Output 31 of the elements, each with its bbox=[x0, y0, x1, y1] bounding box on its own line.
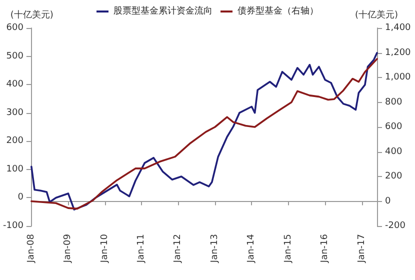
y-tick-label: 100 bbox=[6, 164, 24, 174]
x-tick-label: Jan-16 bbox=[320, 234, 330, 264]
x-tick-label: Jan-13 bbox=[210, 234, 220, 264]
y-tick-label: -100 bbox=[2, 221, 24, 231]
y-tick-label: 500 bbox=[6, 51, 24, 62]
y2-tick-label: 1,000 bbox=[385, 72, 412, 82]
x-tick-label: Jan-08 bbox=[26, 234, 36, 264]
y2-tick-label: 200 bbox=[385, 172, 402, 182]
x-tick-label: Jan-11 bbox=[136, 234, 147, 264]
y2-tick-label: -200 bbox=[385, 221, 406, 231]
x-tick-label: Jan-17 bbox=[356, 234, 367, 264]
x-tick-label: Jan-15 bbox=[283, 234, 294, 264]
y-tick-label: 0 bbox=[18, 192, 24, 203]
y-tick-label: 600 bbox=[6, 23, 24, 33]
x-tick-label: Jan-12 bbox=[173, 234, 184, 264]
x-tick-label: Jan-10 bbox=[100, 234, 110, 264]
y2-tick-label: 600 bbox=[385, 122, 402, 132]
x-tick-label: Jan-09 bbox=[63, 234, 74, 264]
y2-tick-label: 800 bbox=[385, 97, 402, 108]
y-tick-label: 400 bbox=[6, 80, 24, 90]
x-tick-label: Jan-14 bbox=[246, 234, 257, 264]
y2-tick-label: 1,200 bbox=[385, 48, 412, 58]
y-axis-title: (十亿美元) bbox=[10, 10, 54, 20]
y2-tick-label: 0 bbox=[385, 196, 391, 206]
legend-label: 股票型基金累计资金流向 bbox=[114, 6, 212, 16]
y-tick-label: 300 bbox=[6, 108, 24, 118]
y2-axis-title: (十亿美元) bbox=[355, 10, 398, 20]
y2-tick-label: 400 bbox=[385, 146, 402, 157]
y-tick-label: 200 bbox=[6, 136, 24, 146]
y2-tick-label: 1,400 bbox=[385, 23, 412, 33]
legend-label: 债券型基金（右轴） bbox=[238, 6, 318, 16]
